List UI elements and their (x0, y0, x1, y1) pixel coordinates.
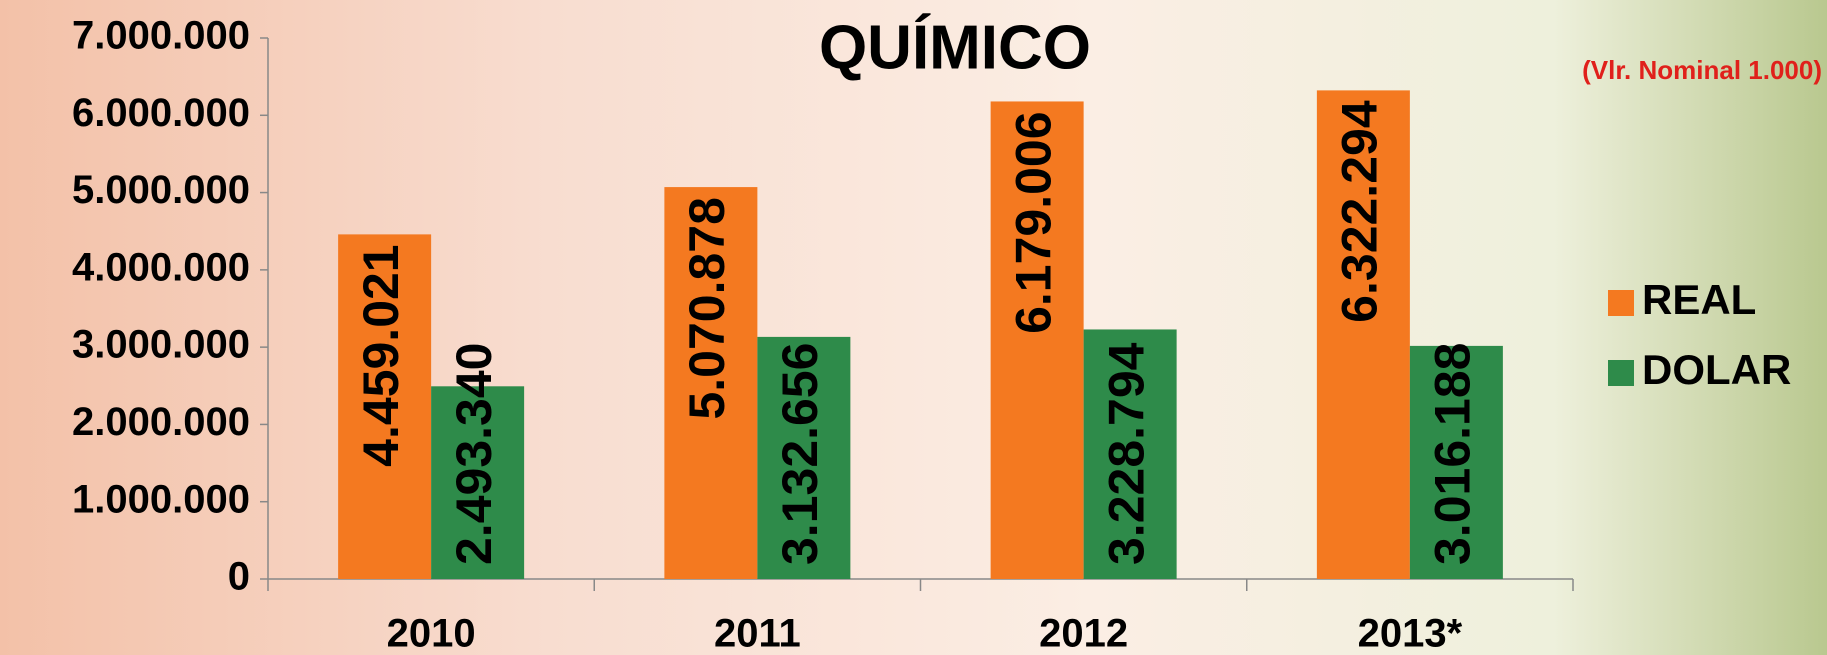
y-tick-label: 4.000.000 (72, 245, 250, 289)
x-tick-label: 2012 (1039, 612, 1128, 655)
value-label: 3.132.656 (772, 343, 828, 565)
bar (664, 187, 758, 579)
legend-label: REAL (1642, 276, 1756, 323)
y-tick-label: 2.000.000 (72, 400, 250, 444)
annotation: (Vlr. Nominal 1.000) (1582, 55, 1822, 85)
value-label: 3.228.794 (1098, 342, 1154, 565)
x-tick-label: 2010 (387, 612, 476, 655)
bar (990, 101, 1084, 579)
value-label: 5.070.878 (679, 197, 735, 419)
legend-swatch (1608, 290, 1634, 316)
y-tick-label: 6.000.000 (72, 91, 250, 135)
value-label: 6.179.006 (1005, 111, 1061, 333)
bar (757, 336, 851, 579)
y-tick-label: 0 (228, 555, 250, 599)
bar (1409, 345, 1503, 579)
bar (1316, 90, 1410, 580)
bar (431, 386, 525, 579)
bar (338, 234, 432, 579)
value-label: 3.016.188 (1425, 343, 1481, 565)
y-tick-label: 3.000.000 (72, 323, 250, 367)
y-tick-label: 5.000.000 (72, 168, 250, 212)
value-label: 4.459.021 (353, 244, 409, 466)
y-tick-label: 1.000.000 (72, 477, 250, 521)
value-label: 6.322.294 (1332, 100, 1388, 323)
x-tick-label: 2013* (1358, 612, 1463, 655)
value-label: 2.493.340 (446, 343, 502, 565)
y-tick-label: 7.000.000 (72, 14, 250, 58)
chart-title: QUÍMICO (819, 13, 1091, 82)
legend-swatch (1608, 360, 1634, 386)
bar (1083, 329, 1177, 579)
legend-label: DOLAR (1642, 346, 1791, 393)
x-tick-label: 2011 (714, 612, 801, 655)
